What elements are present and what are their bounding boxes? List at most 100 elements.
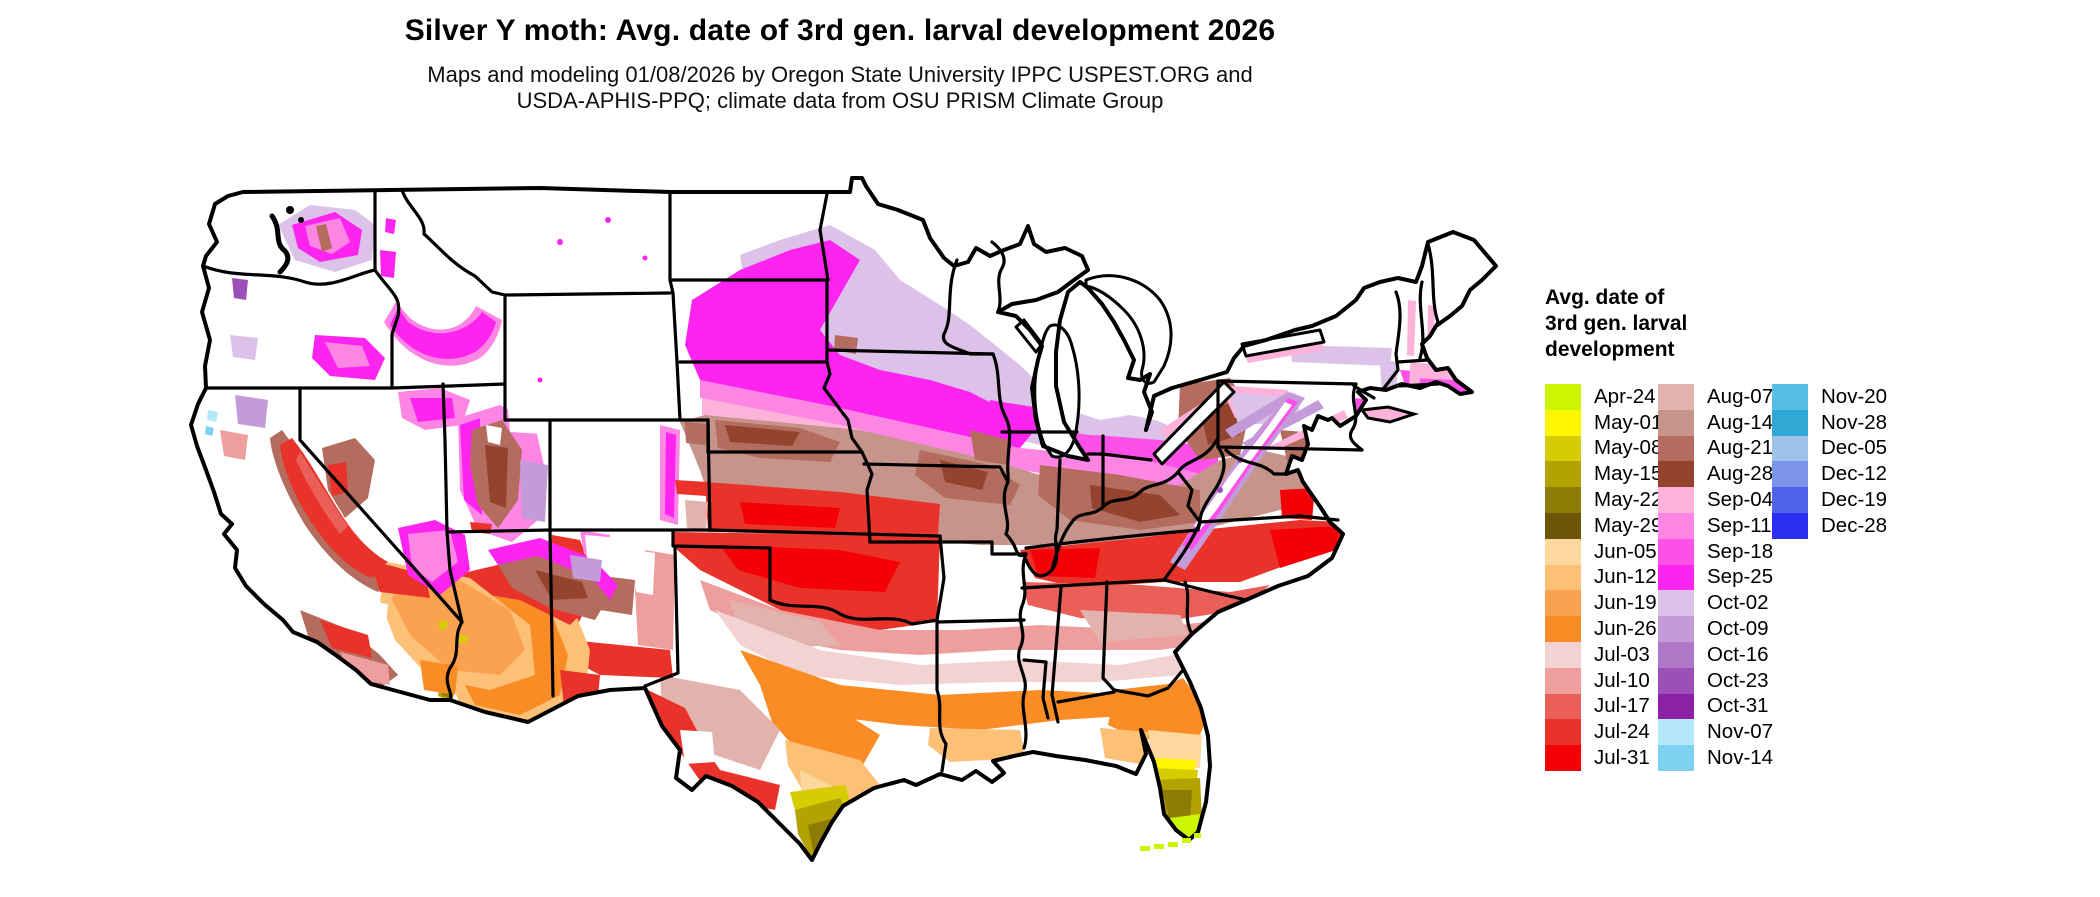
legend-swatch (1545, 384, 1581, 410)
legend-title-line-1: Avg. date of (1545, 286, 1665, 309)
lake-ontario (1240, 328, 1326, 358)
map-region-magenta-mogollon (488, 538, 618, 600)
legend-entry: Dec-19 (1772, 487, 1887, 513)
legend-label: Dec-05 (1821, 436, 1888, 460)
map-region-magenta-mt-dot1 (557, 239, 563, 245)
map-region-brown-iase (970, 430, 1008, 465)
map-region-white-gsl (486, 425, 502, 445)
subtitle-line-2: USDA-APHIS-PPQ; climate data from OSU PR… (516, 88, 1164, 113)
legend-entry: Aug-28 (1658, 461, 1773, 488)
legend-swatch (1658, 719, 1694, 746)
legend-label: May-29 (1594, 513, 1663, 537)
map-region-brown-wnev (322, 438, 375, 518)
legend-entry: Oct-09 (1658, 616, 1773, 642)
map-region-purple-willamette (232, 278, 248, 300)
map-region-peach-lacoast (928, 728, 1025, 762)
legend-label: Oct-09 (1707, 617, 1769, 641)
legend-label: Dec-19 (1821, 488, 1888, 512)
legend-label: May-15 (1594, 462, 1663, 486)
legend-swatch (1545, 693, 1581, 720)
legend-label: Sep-18 (1707, 539, 1774, 563)
map-region-orange-stx (760, 685, 880, 770)
map-region-lavender-band (740, 225, 1180, 460)
header: Silver Y moth: Avg. date of 3rd gen. lar… (140, 14, 1540, 114)
legend-swatch (1658, 693, 1694, 720)
map-region-brightred-nce (1270, 526, 1340, 568)
legend-swatch (1545, 641, 1581, 668)
legend-label: Aug-21 (1707, 436, 1774, 460)
map-region-brightred-tnw (1030, 548, 1100, 578)
state-borders (201, 188, 1440, 773)
us-map-svg (189, 176, 1498, 862)
map-region-dusty-seco (685, 500, 708, 530)
map-region-dusty-wtx (660, 675, 780, 770)
legend-entry: Oct-31 (1658, 693, 1773, 720)
legend-entry: Dec-28 (1772, 512, 1887, 539)
legend-swatch (1772, 384, 1808, 410)
puget-sound (269, 206, 304, 275)
map-region-lavender-me (1435, 328, 1452, 344)
map-region-darkbrown-ky (1090, 485, 1180, 522)
legend-swatch (1545, 719, 1581, 746)
map-region-brightred-ok (720, 545, 900, 592)
map-region-magenta-id-dot (385, 218, 396, 234)
legend-swatch (1545, 667, 1581, 694)
map-color-regions (191, 178, 1496, 860)
legend-entry: Nov-28 (1772, 409, 1887, 436)
map-region-white-sangabriel (355, 600, 388, 626)
map-region-white-uintas (508, 410, 560, 435)
map-region-magenta-mt-dot3 (642, 255, 648, 261)
map-region-lavender-eutah (520, 460, 548, 522)
legend-columns: Apr-24 May-01 May-08 May-15 May-22 May-29 Jun-… (1545, 384, 1975, 774)
map-region-red-arkvalley (675, 480, 708, 496)
legend-entry: Oct-16 (1658, 641, 1773, 668)
map-region-lavender-or (230, 335, 258, 360)
page-subtitle: Maps and modeling 01/08/2026 by Oregon S… (140, 62, 1540, 114)
legend-label: Nov-07 (1707, 720, 1774, 744)
legend-entry: Nov-14 (1658, 745, 1773, 771)
legend-label: Jul-24 (1594, 720, 1650, 744)
map-region-palepink-band (715, 610, 1200, 685)
map-region-magenta-plains (685, 240, 1035, 448)
lake-erie (1152, 380, 1236, 466)
map-region-magenta-idpanhandle (380, 250, 396, 278)
legend-swatch (1545, 409, 1581, 436)
map-region-white-davis-mts (680, 730, 715, 764)
legend-entry: Sep-25 (1658, 564, 1773, 591)
map-region-darkbrown-wasatch (485, 445, 508, 508)
legend-entry: May-22 (1545, 487, 1662, 513)
legend-entry: Jul-10 (1545, 667, 1662, 694)
legend-entry: Aug-07 (1658, 384, 1773, 410)
legend-entry: Dec-12 (1772, 461, 1887, 488)
map-region-red-tehachapi (370, 560, 430, 598)
legend-label: Sep-04 (1707, 488, 1774, 512)
legend-entry: May-01 (1545, 409, 1662, 436)
map-region-purple-app-dot2 (1217, 487, 1223, 493)
legend-entry: Jul-24 (1545, 719, 1662, 746)
legend-swatch (1545, 538, 1581, 565)
map-region-orange-nfl (1108, 682, 1208, 740)
legend-label: Apr-24 (1594, 384, 1656, 408)
legend-column-1: Apr-24 May-01 May-08 May-15 May-22 May-29 Jun-… (1545, 384, 1662, 771)
map-region-pink-ontarioshore (1245, 342, 1324, 363)
map-legend: Avg. date of 3rd gen. larval development… (1545, 285, 1975, 774)
legend-entry: Jul-03 (1545, 641, 1662, 668)
legend-title: Avg. date of 3rd gen. larval development (1545, 285, 1975, 363)
legend-label: Oct-31 (1707, 694, 1769, 718)
legend-swatch (1772, 435, 1808, 462)
us-map (140, 130, 1540, 892)
legend-swatch (1658, 512, 1694, 539)
map-region-skyblue-norcal (205, 426, 214, 436)
legend-label: May-08 (1594, 436, 1663, 460)
legend-label: Nov-14 (1707, 746, 1774, 770)
legend-label: Jul-17 (1594, 694, 1650, 718)
legend-label: Jun-12 (1594, 565, 1657, 589)
legend-label: Jul-03 (1594, 642, 1650, 666)
us-outline (189, 176, 1498, 862)
map-region-magenta-frontrange (665, 432, 676, 518)
legend-entry: Sep-18 (1658, 538, 1774, 565)
legend-swatch (1545, 590, 1581, 617)
legend-swatch (1545, 487, 1581, 513)
legend-swatch (1545, 745, 1581, 771)
legend-entry: Oct-02 (1658, 590, 1773, 617)
